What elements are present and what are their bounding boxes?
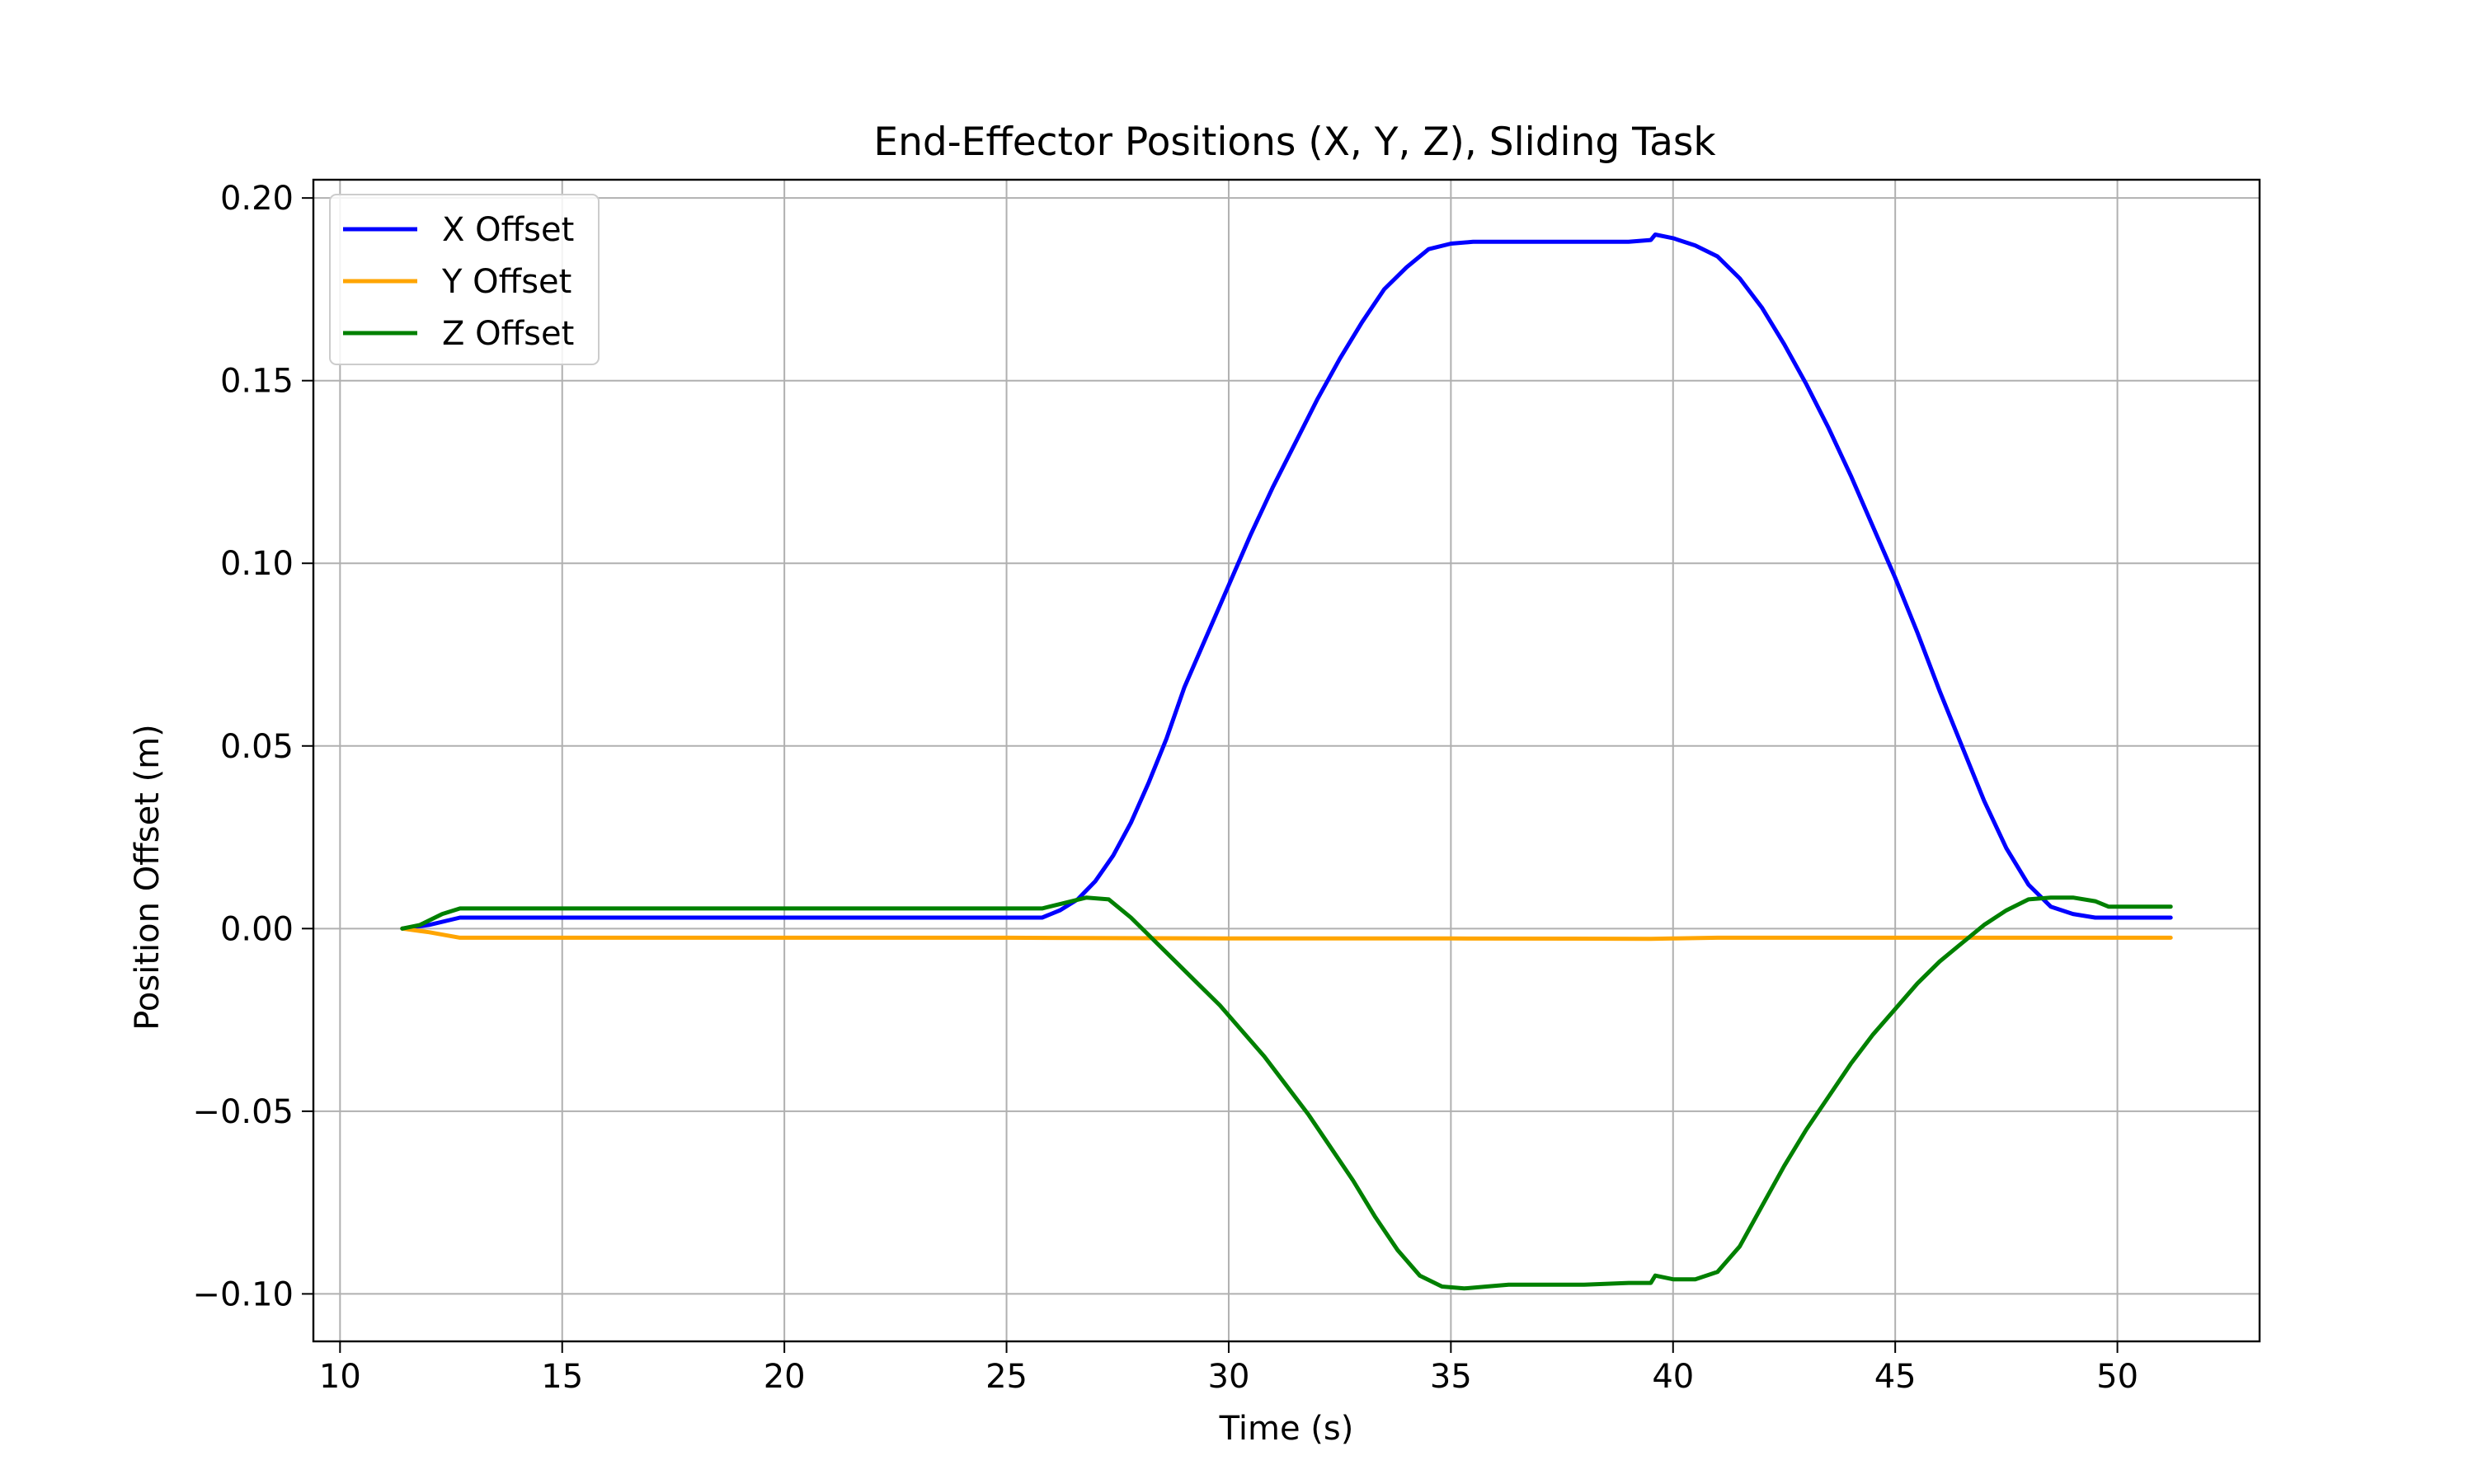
legend-box — [329, 194, 600, 365]
x-tick-label: 45 — [1874, 1358, 1917, 1396]
y-tick-label: 0.05 — [220, 728, 294, 766]
y-axis-label: Position Offset (m) — [129, 724, 167, 1031]
plot-frame — [312, 178, 2261, 1343]
series-line-y-offset — [400, 926, 2173, 942]
x-tick-label: 25 — [985, 1358, 1028, 1396]
series-line-x-offset — [400, 232, 2173, 931]
x-tick-label: 15 — [541, 1358, 583, 1396]
x-tick-label: 20 — [764, 1358, 806, 1396]
y-tick-label: 0.15 — [220, 363, 294, 401]
y-tick-label: 0.00 — [220, 910, 294, 948]
legend: X Offset Y Offset Z Offset — [329, 194, 600, 365]
y-tick-label: −0.05 — [192, 1093, 294, 1131]
legend-label-y-offset: Y Offset — [441, 263, 571, 301]
legend-label-x-offset: X Offset — [442, 211, 574, 249]
y-axis-ticks: −0.10 −0.05 0.00 0.05 0.10 0.15 0.20 — [192, 180, 313, 1313]
x-tick-label: 35 — [1430, 1358, 1472, 1396]
x-axis-ticks: 10 15 20 25 30 35 40 45 50 — [319, 1341, 2138, 1396]
chart-title: End-Effector Positions (X, Y, Z), Slidin… — [873, 120, 1716, 165]
x-tick-label: 30 — [1208, 1358, 1250, 1396]
legend-label-z-offset: Z Offset — [442, 315, 574, 353]
y-tick-label: 0.10 — [220, 545, 294, 583]
grid — [313, 180, 2260, 1341]
x-tick-label: 10 — [319, 1358, 361, 1396]
series-line-z-offset — [400, 895, 2173, 1291]
plot-lines — [400, 232, 2173, 1291]
y-tick-label: −0.10 — [192, 1275, 294, 1313]
y-tick-label: 0.20 — [220, 180, 294, 218]
x-axis-label: Time (s) — [1219, 1410, 1354, 1448]
x-tick-label: 50 — [2096, 1358, 2138, 1396]
x-tick-label: 40 — [1652, 1358, 1694, 1396]
